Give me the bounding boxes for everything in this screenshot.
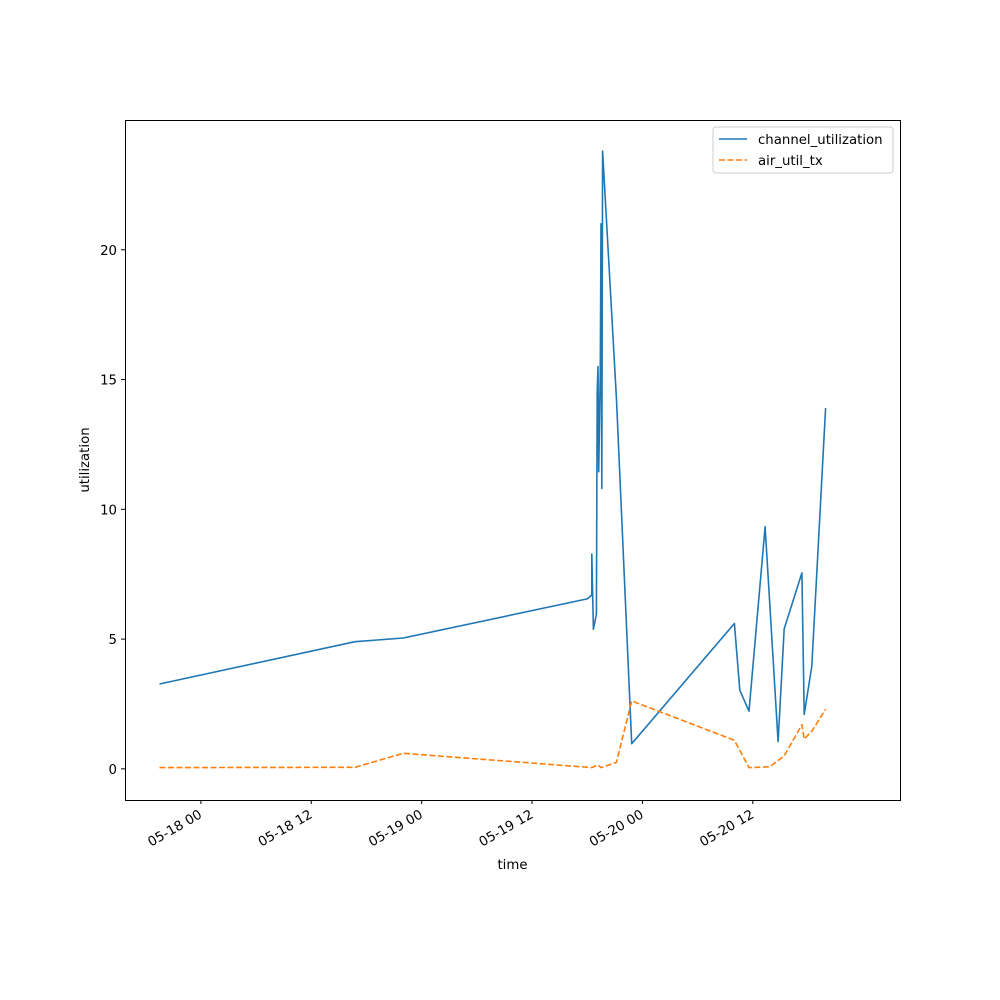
y-tick-label: 15 bbox=[100, 374, 117, 389]
series-line-0 bbox=[159, 150, 827, 745]
y-tick-label: 20 bbox=[100, 244, 117, 259]
x-tick-label: 05-19 00 bbox=[366, 807, 425, 850]
y-tick-label: 5 bbox=[109, 633, 117, 648]
x-tick-label: 05-18 00 bbox=[146, 807, 205, 850]
legend-box bbox=[712, 126, 894, 174]
plot-area-frame bbox=[125, 120, 901, 801]
x-axis: 05-18 00 05-18 12 05-19 00 05-19 12 05-20 00… bbox=[146, 800, 757, 850]
legend-label-0: channel_utilization bbox=[758, 133, 883, 148]
series-line-1 bbox=[159, 700, 827, 769]
legend: channel_utilization air_util_tx bbox=[712, 126, 894, 174]
series-layer bbox=[159, 150, 827, 769]
y-axis-label: utilization bbox=[78, 427, 93, 492]
y-tick-label: 0 bbox=[109, 763, 117, 778]
y-tick-label: 10 bbox=[100, 503, 117, 518]
x-axis-label: time bbox=[497, 858, 527, 873]
y-axis: 0 5 10 15 20 bbox=[100, 244, 125, 778]
x-tick-label: 05-20 00 bbox=[587, 807, 646, 850]
x-tick-label: 05-19 12 bbox=[477, 807, 536, 850]
x-tick-label: 05-20 12 bbox=[698, 807, 757, 850]
legend-label-1: air_util_tx bbox=[758, 154, 823, 169]
x-tick-label: 05-18 12 bbox=[256, 807, 315, 850]
